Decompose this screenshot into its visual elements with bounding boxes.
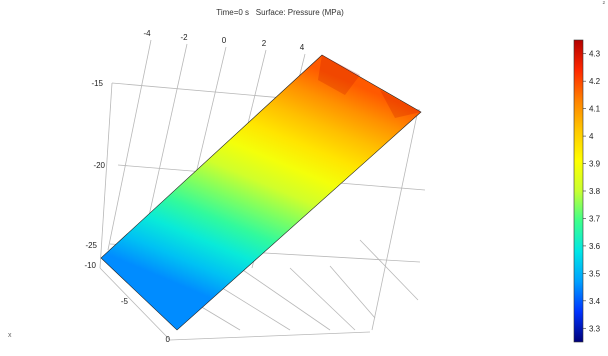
x-tick-label: 2	[262, 39, 267, 48]
x-tick-label: -2	[180, 33, 188, 42]
colorbar: 4.3 4.2 4.1 4 3.9 3.8 3.7 3.6 3.5 3.4 3.3	[573, 39, 601, 343]
pressure-surface	[100, 54, 422, 331]
grid-line-floor-4	[329, 265, 376, 319]
colorbar-tick-label: 4.3	[589, 50, 601, 59]
grid-line-edge-left	[99, 82, 113, 269]
grid-line-floor-3	[289, 267, 356, 331]
z-tick-label: -10	[84, 261, 96, 270]
y-tick-label: -15	[91, 79, 103, 88]
axis-indicator: x	[8, 332, 12, 339]
y-tick-label: -25	[85, 241, 97, 250]
x-tick-label: -4	[143, 29, 151, 38]
grid-line-edge-right	[371, 109, 419, 331]
grid-line-floor-base	[169, 331, 371, 341]
grid-line-floor-edge	[99, 267, 171, 341]
colorbar-tick-label: 3.6	[589, 242, 601, 251]
grid-line-floor-2	[239, 267, 331, 331]
colorbar-tick-label: 4.2	[589, 77, 601, 86]
grid-line-x-0	[107, 39, 152, 251]
surface-shading-top	[318, 55, 360, 95]
colorbar-tick-label: 4	[589, 132, 594, 141]
colorbar-bar	[573, 39, 584, 343]
colorbar-tick-label: 3.4	[589, 297, 601, 306]
colorbar-tick-label: 3.8	[589, 187, 601, 196]
z-tick-label: -5	[121, 297, 129, 306]
z-tick-label: 0	[166, 335, 171, 344]
colorbar-tick-label: 3.9	[589, 160, 601, 169]
colorbar-tick-label: 3.5	[589, 269, 601, 278]
surface-shading-right	[380, 90, 421, 118]
y-tick-label: -20	[93, 161, 105, 170]
x-tick-label: 4	[300, 43, 305, 52]
colorbar-tick-label: 4.1	[589, 105, 601, 114]
axis-tick-labels: -4 -2 0 2 4-15-20-25-10-50	[84, 29, 304, 344]
plot-title: Time=0 s Surface: Pressure (MPa)	[216, 8, 344, 17]
x-tick-label: 0	[222, 36, 227, 45]
grid-line-floor-5	[359, 239, 419, 301]
colorbar-tick-label: 3.7	[589, 214, 601, 223]
colorbar-tick-label: 3.3	[589, 324, 601, 333]
corner-mark: ²	[602, 1, 605, 8]
pressure-surface-face	[100, 54, 422, 331]
